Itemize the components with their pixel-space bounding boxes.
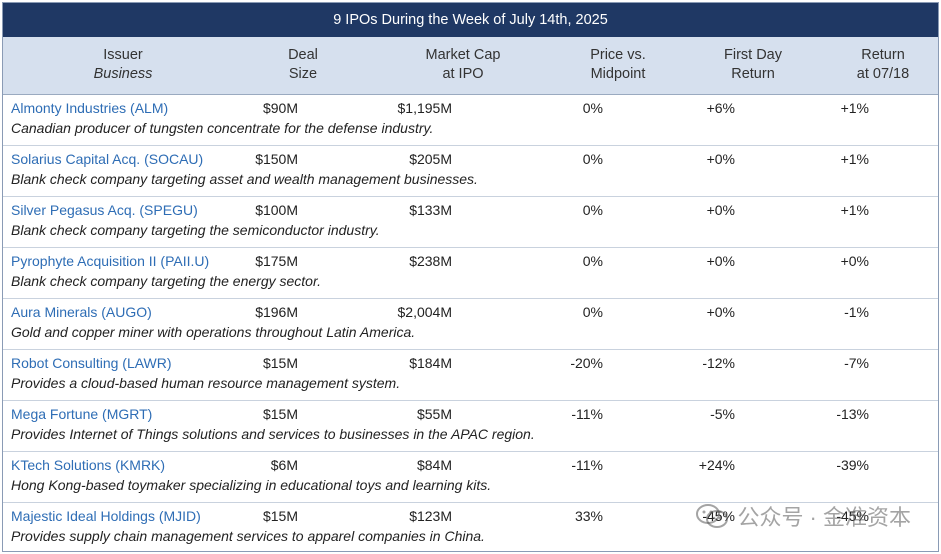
table-row: KTech Solutions (KMRK) Hong Kong-based t… (3, 452, 938, 503)
table-row: Almonty Industries (ALM) Canadian produc… (3, 95, 938, 146)
header-deal-size: Deal Size (288, 47, 318, 82)
table-row: Majestic Ideal Holdings (MJID) Provides … (3, 503, 938, 551)
business-description: Hong Kong-based toymaker specializing in… (11, 477, 492, 493)
price-vs-midpoint: -11% (571, 457, 603, 473)
market-cap: $238M (409, 253, 452, 269)
table-row: Aura Minerals (AUGO) Gold and copper min… (3, 299, 938, 350)
return-to-date: +1% (840, 202, 869, 218)
business-description: Gold and copper miner with operations th… (11, 324, 416, 340)
market-cap: $55M (416, 406, 452, 422)
header-first-day-return: First Day Return (724, 47, 782, 82)
business-description: Blank check company targeting the energy… (11, 273, 321, 289)
return-to-date: -1% (844, 304, 869, 320)
deal-size: $175M (255, 253, 298, 269)
header-issuer: Issuer Business (93, 47, 153, 82)
market-cap: $133M (409, 202, 452, 218)
deal-size: $15M (262, 355, 298, 371)
business-description: Provides supply chain management service… (11, 528, 485, 544)
return-to-date: +1% (840, 151, 869, 167)
market-cap: $1,195M (397, 100, 452, 116)
first-day-return: +24% (698, 457, 735, 473)
first-day-return: -45% (702, 508, 735, 524)
table-row: Solarius Capital Acq. (SOCAU) Blank chec… (3, 146, 938, 197)
first-day-return: +0% (706, 304, 735, 320)
return-to-date: +1% (840, 100, 869, 116)
deal-size: $90M (262, 100, 298, 116)
issuer-link[interactable]: Solarius Capital Acq. (SOCAU) (11, 151, 204, 167)
market-cap: $205M (409, 151, 452, 167)
table-header: Issuer Business Deal Size Market Cap at … (3, 37, 938, 95)
table-body: Almonty Industries (ALM) Canadian produc… (3, 95, 938, 551)
table-row: Robot Consulting (LAWR) Provides a cloud… (3, 350, 938, 401)
business-description: Blank check company targeting asset and … (11, 171, 478, 187)
issuer-link[interactable]: Almonty Industries (ALM) (11, 100, 169, 116)
issuer-link[interactable]: KTech Solutions (KMRK) (11, 457, 166, 473)
deal-size: $15M (262, 406, 298, 422)
header-return-at-date: Return at 07/18 (856, 47, 910, 82)
market-cap: $2,004M (397, 304, 452, 320)
price-vs-midpoint: 0% (582, 253, 603, 269)
first-day-return: -12% (702, 355, 735, 371)
market-cap: $184M (409, 355, 452, 371)
business-description: Blank check company targeting the semico… (11, 222, 380, 238)
first-day-return: +0% (706, 253, 735, 269)
business-description: Provides a cloud-based human resource ma… (11, 375, 401, 391)
deal-size: $6M (270, 457, 298, 473)
market-cap: $123M (409, 508, 452, 524)
issuer-link[interactable]: Mega Fortune (MGRT) (11, 406, 153, 422)
issuer-link[interactable]: Aura Minerals (AUGO) (11, 304, 152, 320)
table-row: Mega Fortune (MGRT) Provides Internet of… (3, 401, 938, 452)
deal-size: $196M (255, 304, 298, 320)
price-vs-midpoint: -20% (570, 355, 603, 371)
table-title: 9 IPOs During the Week of July 14th, 202… (3, 3, 938, 37)
price-vs-midpoint: 0% (582, 304, 603, 320)
business-description: Provides Internet of Things solutions an… (11, 426, 535, 442)
first-day-return: +6% (706, 100, 735, 116)
table-row: Pyrophyte Acquisition II (PAII.U) Blank … (3, 248, 938, 299)
price-vs-midpoint: 0% (582, 151, 603, 167)
first-day-return: +0% (706, 151, 735, 167)
business-description: Canadian producer of tungsten concentrat… (11, 120, 434, 136)
first-day-return: +0% (706, 202, 735, 218)
issuer-link[interactable]: Pyrophyte Acquisition II (PAII.U) (11, 253, 210, 269)
deal-size: $100M (255, 202, 298, 218)
return-to-date: -39% (836, 457, 869, 473)
return-to-date: -13% (836, 406, 869, 422)
deal-size: $15M (262, 508, 298, 524)
header-price-vs-midpoint: Price vs. Midpoint (590, 47, 646, 82)
price-vs-midpoint: -11% (571, 406, 603, 422)
issuer-link[interactable]: Majestic Ideal Holdings (MJID) (11, 508, 201, 524)
price-vs-midpoint: 0% (582, 202, 603, 218)
issuer-link[interactable]: Silver Pegasus Acq. (SPEGU) (11, 202, 198, 218)
header-market-cap: Market Cap at IPO (425, 47, 501, 82)
first-day-return: -5% (710, 406, 735, 422)
issuer-link[interactable]: Robot Consulting (LAWR) (11, 355, 172, 371)
price-vs-midpoint: 33% (574, 508, 603, 524)
price-vs-midpoint: 0% (582, 100, 603, 116)
return-to-date: -45% (836, 508, 869, 524)
deal-size: $150M (255, 151, 298, 167)
return-to-date: +0% (840, 253, 869, 269)
return-to-date: -7% (844, 355, 869, 371)
market-cap: $84M (416, 457, 452, 473)
table-row: Silver Pegasus Acq. (SPEGU) Blank check … (3, 197, 938, 248)
